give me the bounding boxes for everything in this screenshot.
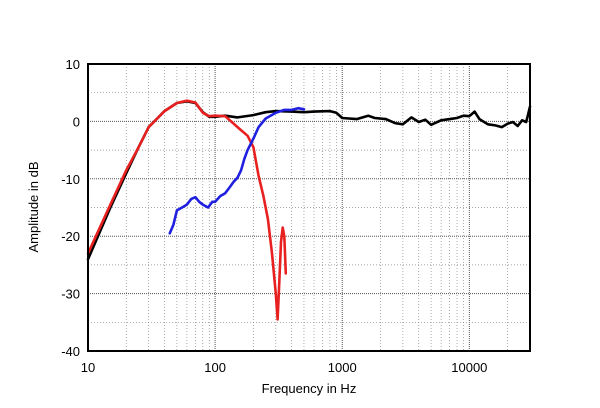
grid xyxy=(88,64,530,351)
plot-frame xyxy=(87,63,531,352)
y-tick-label: 0 xyxy=(73,114,80,129)
x-tick-label: 100 xyxy=(204,360,226,375)
x-tick-label: 10000 xyxy=(451,360,487,375)
x-tick-label: 10 xyxy=(81,360,95,375)
y-tick-label: 10 xyxy=(66,57,80,72)
y-axis-label: Amplitude in dB xyxy=(26,161,41,252)
y-tick-label: -30 xyxy=(61,287,80,302)
y-tick-label: -40 xyxy=(61,344,80,359)
series-line-2 xyxy=(86,99,288,321)
x-tick-label: 1000 xyxy=(328,360,357,375)
series-line-3 xyxy=(168,106,306,235)
y-tick-label: -20 xyxy=(61,229,80,244)
y-tick-label: -10 xyxy=(61,172,80,187)
series-group xyxy=(86,99,532,321)
x-axis-label: Frequency in Hz xyxy=(262,381,357,396)
